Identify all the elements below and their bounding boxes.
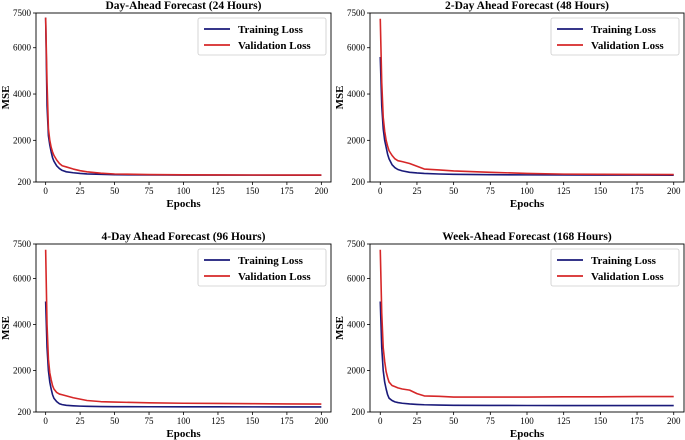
x-tick-label: 150 — [594, 186, 608, 196]
x-tick-label: 100 — [177, 416, 191, 426]
x-tick-label: 75 — [145, 416, 155, 426]
validation-loss-line — [379, 249, 674, 398]
chart-title: Week-Ahead Forecast (168 Hours) — [442, 231, 612, 243]
chart-title: 2-Day Ahead Forecast (48 Hours) — [445, 0, 609, 12]
x-axis-label: Epochs — [510, 198, 545, 210]
x-tick-label: 50 — [449, 186, 459, 196]
y-tick-label: 4000 — [13, 89, 32, 99]
legend-label: Training Loss — [591, 24, 657, 36]
x-tick-label: 100 — [520, 186, 534, 196]
training-loss-line — [44, 301, 322, 408]
x-axis-label: Epochs — [166, 428, 201, 440]
legend-label: Training Loss — [591, 255, 657, 267]
x-tick-label: 200 — [315, 186, 329, 196]
y-axis-label: MSE — [334, 86, 346, 110]
x-tick-label: 150 — [246, 416, 260, 426]
x-tick-label: 175 — [280, 186, 294, 196]
legend: Training Loss Validation Loss — [197, 17, 327, 56]
y-tick-label: 4000 — [13, 320, 32, 330]
x-tick-label: 200 — [667, 186, 681, 196]
y-tick-label: 6000 — [13, 274, 32, 284]
legend-label: Training Loss — [238, 255, 304, 267]
y-axis-label: MSE — [334, 316, 346, 340]
chart-panel-1: Day-Ahead Forecast (24 Hours) 0 25 50 75 100 1… — [0, 0, 332, 210]
y-tick-label: 6000 — [347, 43, 366, 53]
x-tick-label: 175 — [280, 416, 294, 426]
y-tick-label: 2000 — [13, 366, 32, 376]
chart-title: Day-Ahead Forecast (24 Hours) — [106, 0, 262, 12]
x-tick-label: 75 — [486, 186, 496, 196]
y-axis-label: MSE — [0, 86, 12, 110]
y-tick-label: 6000 — [13, 43, 32, 53]
chart-title: 4-Day Ahead Forecast (96 Hours) — [102, 231, 266, 243]
x-tick-label: 50 — [449, 416, 459, 426]
legend-label: Validation Loss — [591, 40, 664, 52]
x-tick-label: 125 — [211, 186, 225, 196]
x-tick-label: 150 — [246, 186, 260, 196]
legend-label: Validation Loss — [238, 40, 311, 52]
y-tick-label: 6000 — [347, 274, 366, 284]
y-tick-label: 2000 — [13, 135, 32, 145]
y-tick-label: 200 — [352, 407, 366, 417]
x-tick-label: 25 — [412, 416, 422, 426]
x-tick-label: 0 — [43, 416, 48, 426]
x-axis-label: Epochs — [510, 428, 545, 440]
y-tick-label: 7500 — [347, 239, 366, 249]
validation-loss-line — [44, 17, 322, 176]
y-axis-label: MSE — [0, 316, 12, 340]
x-tick-label: 75 — [486, 416, 496, 426]
y-tick-label: 7500 — [13, 239, 32, 249]
x-tick-label: 150 — [594, 416, 608, 426]
x-axis-label: Epochs — [166, 198, 201, 210]
legend-label: Validation Loss — [591, 271, 664, 283]
x-tick-label: 0 — [378, 186, 383, 196]
validation-loss-line — [44, 249, 322, 405]
x-tick-label: 175 — [630, 186, 644, 196]
y-tick-label: 200 — [352, 177, 366, 187]
x-tick-label: 125 — [557, 186, 571, 196]
x-tick-label: 100 — [177, 186, 191, 196]
training-loss-line — [379, 56, 674, 176]
legend-label: Validation Loss — [238, 271, 311, 283]
chart-panel-3: 4-Day Ahead Forecast (96 Hours) 0 25 50 75 10… — [0, 231, 332, 440]
y-tick-label: 2000 — [347, 366, 366, 376]
x-tick-label: 125 — [557, 416, 571, 426]
x-tick-label: 50 — [110, 186, 120, 196]
legend: Training Loss Validation Loss — [550, 17, 680, 56]
y-tick-label: 7500 — [347, 8, 366, 18]
x-tick-label: 175 — [630, 416, 644, 426]
y-tick-label: 200 — [18, 177, 32, 187]
chart-panel-4: Week-Ahead Forecast (168 Hours) 0 25 50 75 10… — [334, 231, 685, 440]
y-tick-label: 200 — [18, 407, 32, 417]
y-tick-label: 7500 — [13, 8, 32, 18]
x-tick-label: 75 — [145, 186, 155, 196]
x-tick-label: 0 — [43, 186, 48, 196]
x-tick-label: 50 — [110, 416, 120, 426]
y-tick-label: 4000 — [347, 89, 366, 99]
x-tick-label: 0 — [378, 416, 383, 426]
validation-loss-line — [379, 18, 674, 176]
x-tick-label: 200 — [667, 416, 681, 426]
legend: Training Loss Validation Loss — [550, 248, 680, 287]
x-tick-label: 100 — [520, 416, 534, 426]
y-tick-label: 4000 — [347, 320, 366, 330]
x-tick-label: 125 — [211, 416, 225, 426]
legend-label: Training Loss — [238, 24, 304, 36]
x-tick-label: 25 — [412, 186, 422, 196]
legend: Training Loss Validation Loss — [197, 248, 327, 287]
y-tick-label: 2000 — [347, 135, 366, 145]
x-tick-label: 25 — [76, 416, 86, 426]
x-tick-label: 25 — [76, 186, 86, 196]
training-loss-line — [379, 301, 674, 407]
chart-panel-2: 2-Day Ahead Forecast (48 Hours) 0 25 50 75 10… — [334, 0, 685, 210]
x-tick-label: 200 — [315, 416, 329, 426]
